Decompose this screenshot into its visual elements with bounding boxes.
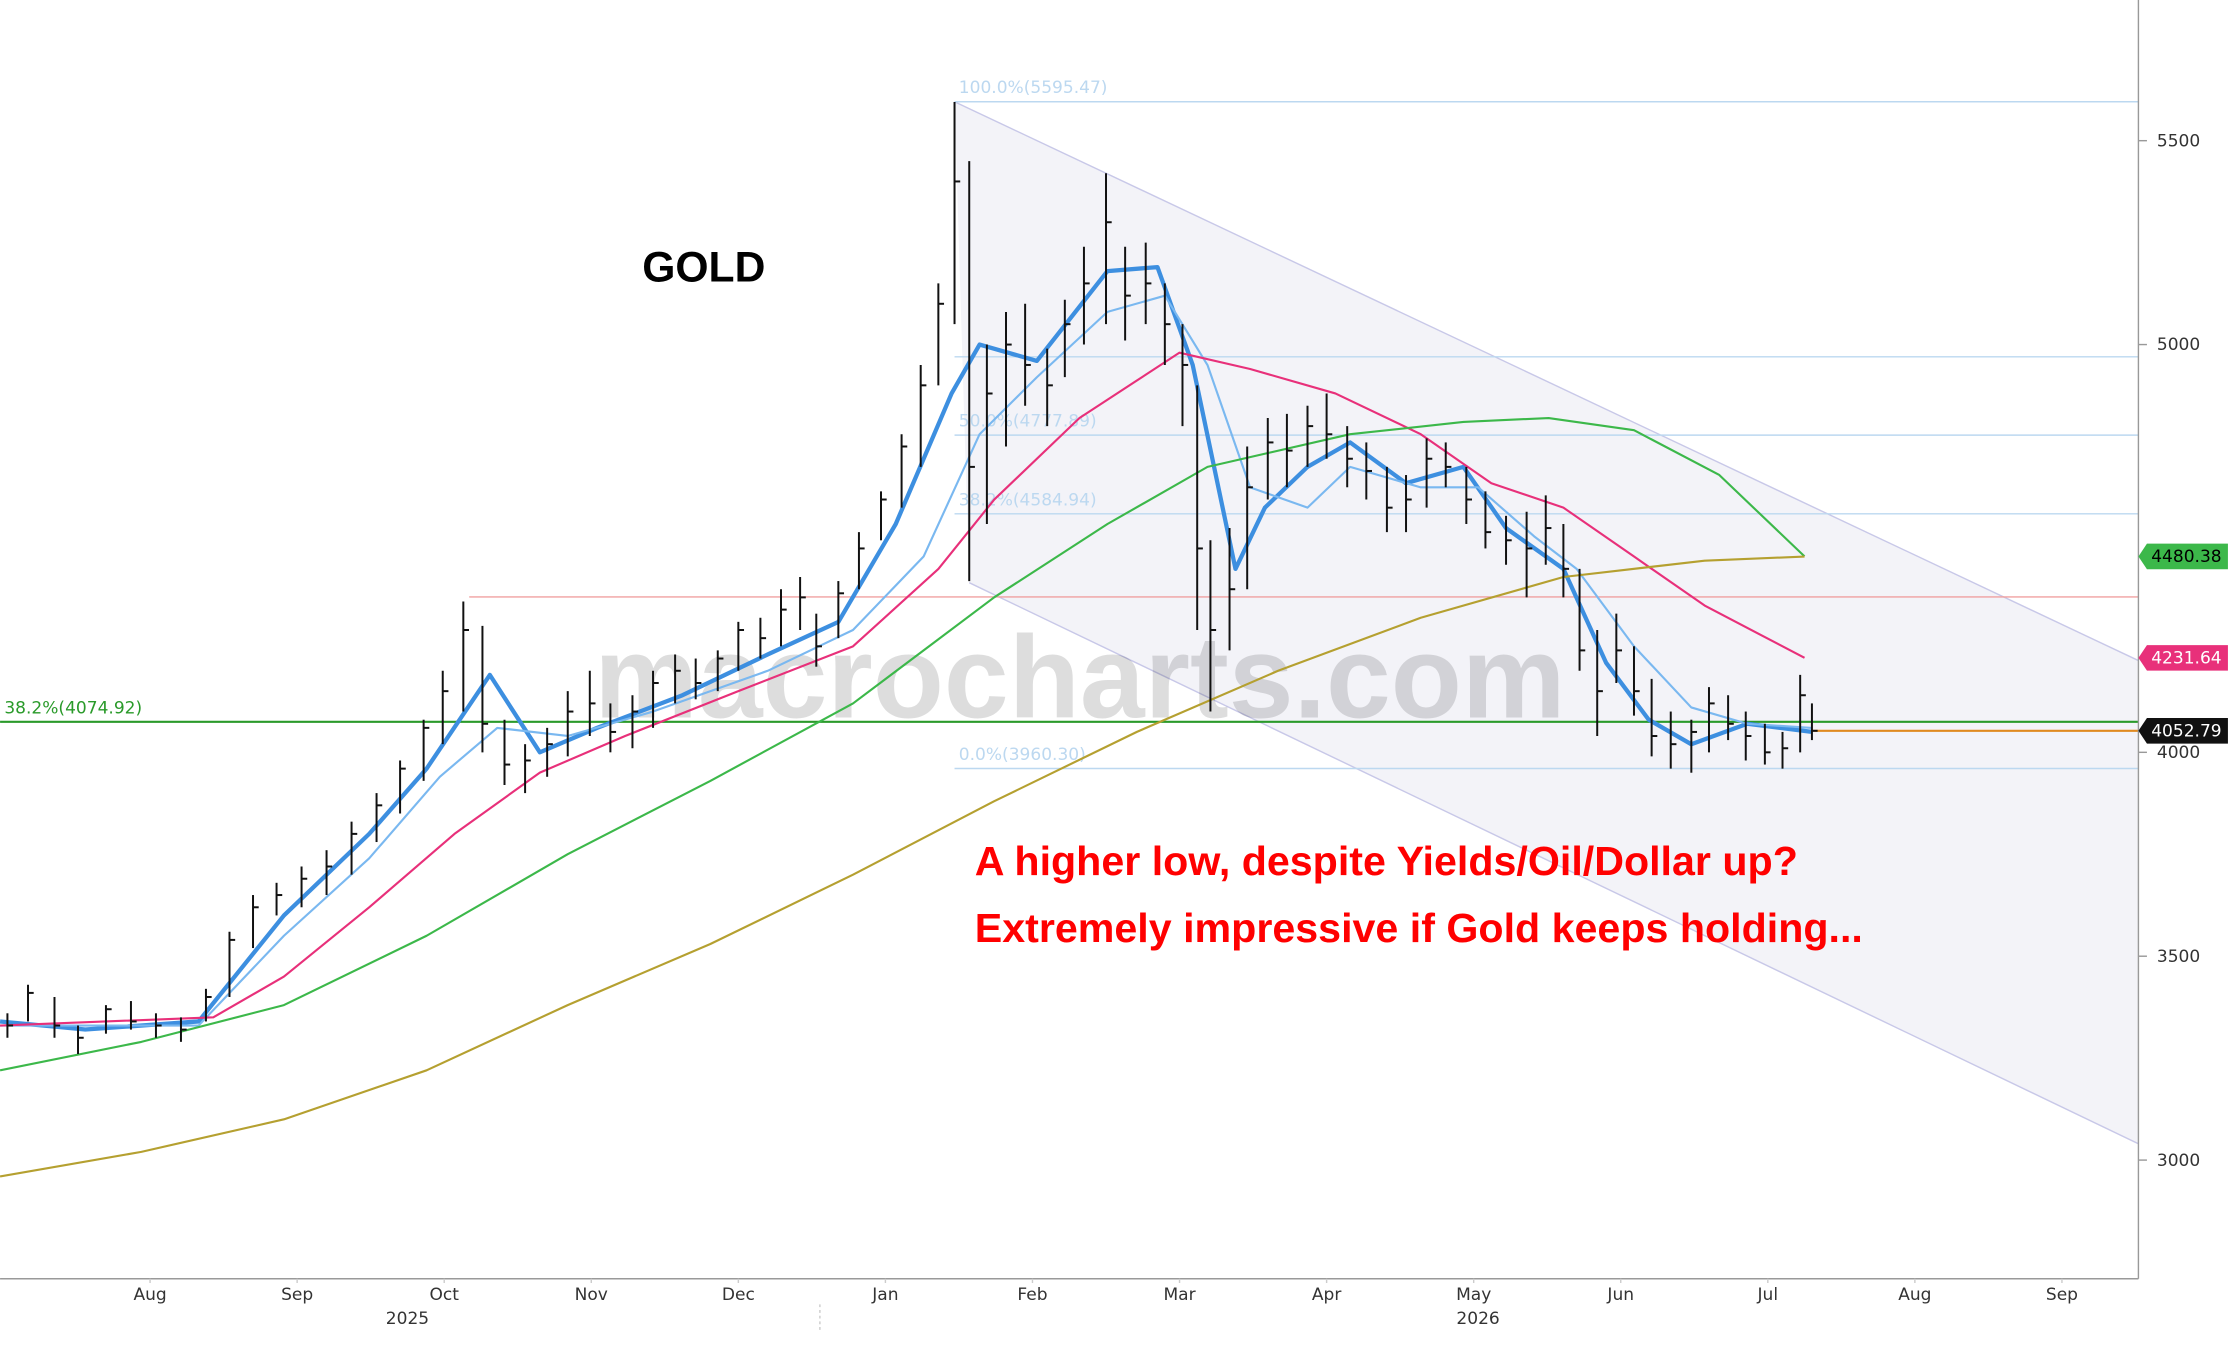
end-label-box	[2138, 645, 2228, 671]
end-label: 4480.38	[2151, 547, 2221, 567]
moving-average-line	[0, 264, 1813, 1032]
moving-average-line	[0, 351, 1806, 1027]
annotation: A higher low, despite Yields/Oil/Dollar …	[975, 838, 1798, 884]
level-label: 100.0%(5595.47)	[959, 78, 1108, 98]
x-tick-label: Aug	[1898, 1285, 1931, 1305]
level-label: 50.0%(4777.89)	[959, 412, 1097, 432]
x-tick-label: Sep	[281, 1285, 313, 1305]
moving-average-line	[0, 555, 1805, 1178]
annotation: Extremely impressive if Gold keeps holdi…	[975, 905, 1863, 951]
x-tick-label: Feb	[1017, 1285, 1047, 1305]
watermark: macrocharts.com	[594, 613, 1565, 743]
x-tick-label: Aug	[133, 1285, 166, 1305]
year-tick-label: 2026	[1456, 1309, 1499, 1329]
x-tick-label: Sep	[2046, 1285, 2078, 1305]
y-tick-label: 3500	[2157, 947, 2200, 967]
channel-fill	[954, 101, 2139, 1144]
year-tick-label: 2025	[386, 1309, 429, 1329]
moving-average-line	[0, 416, 1806, 1072]
x-tick-label: Nov	[575, 1285, 608, 1305]
level-label: 38.2%(4074.92)	[4, 698, 142, 718]
channel-line	[968, 582, 2139, 1145]
x-tick-label: Jan	[871, 1285, 898, 1305]
y-tick-label: 3000	[2157, 1151, 2200, 1171]
level-label: 38.2%(4584.94)	[959, 490, 1097, 510]
end-label: 4231.64	[2151, 649, 2221, 669]
back-layer: macrocharts.com 100.0%(5595.47) 50.0%(4777…	[0, 78, 2139, 1145]
x-tick-label: Oct	[429, 1285, 459, 1305]
x-tick-label: May	[1456, 1285, 1491, 1305]
end-label: 4052.79	[2151, 721, 2221, 741]
x-tick-label: Mar	[1163, 1285, 1195, 1305]
y-tick-label: 5500	[2157, 131, 2200, 151]
channel-line	[954, 101, 2139, 662]
end-label-box	[2138, 718, 2228, 744]
level-label: 0.0%(3960.30)	[959, 745, 1086, 765]
chart-title: GOLD	[642, 243, 765, 291]
end-label-box	[2138, 543, 2228, 570]
front-layer	[6, 101, 1818, 1055]
x-tick-label: Dec	[722, 1285, 755, 1305]
y-tick-label: 4000	[2157, 743, 2200, 763]
y-tick-label: 5000	[2157, 335, 2200, 355]
x-tick-label: Apr	[1312, 1285, 1341, 1305]
x-tick-label: Jul	[1757, 1285, 1779, 1305]
x-tick-label: Jun	[1606, 1285, 1634, 1305]
